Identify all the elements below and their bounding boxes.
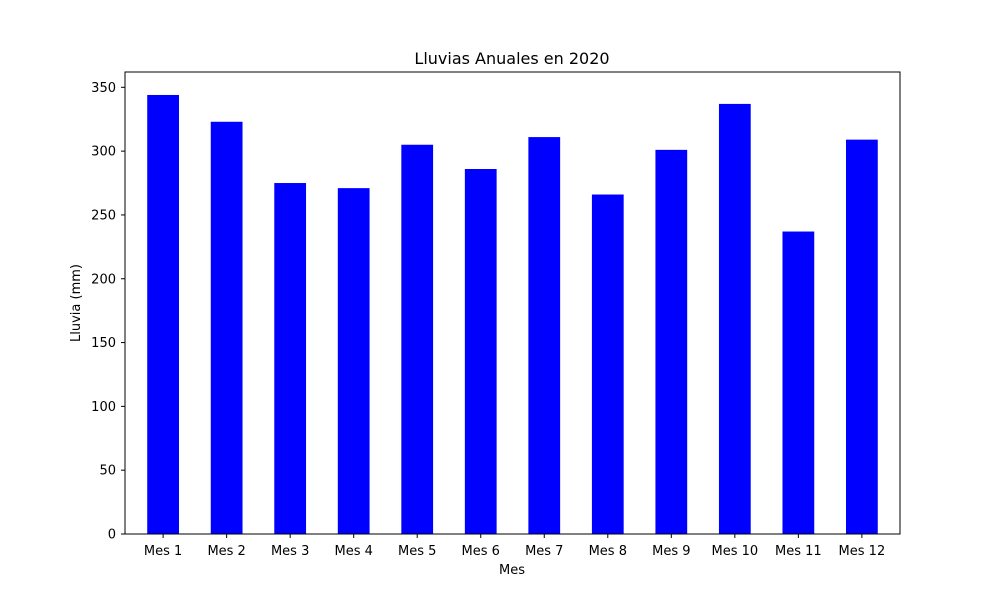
bar-2 xyxy=(210,121,243,534)
x-tick-label: Mes 4 xyxy=(334,544,372,559)
x-axis-ticks: Mes 1 Mes 2 Mes 3 Mes 4 Mes 5 Mes 6 Mes 7 Mes 8… xyxy=(144,534,885,559)
y-tick-label: 200 xyxy=(91,272,116,287)
bar-11 xyxy=(782,231,815,534)
x-tick-label: Mes 2 xyxy=(207,544,245,559)
x-tick-label: Mes 8 xyxy=(589,544,627,559)
bar-4 xyxy=(337,188,370,534)
x-axis-label: Mes xyxy=(499,563,525,578)
x-tick-label: Mes 11 xyxy=(775,544,822,559)
y-tick-label: 350 xyxy=(91,81,116,96)
x-tick-label: Mes 1 xyxy=(144,544,182,559)
bar-12 xyxy=(846,139,878,535)
bar-6 xyxy=(464,168,497,534)
x-tick-label: Mes 6 xyxy=(462,544,500,559)
x-tick-label: Mes 5 xyxy=(398,544,436,559)
bar-1 xyxy=(147,94,179,534)
bars-group xyxy=(147,94,878,535)
x-tick-label: Mes 3 xyxy=(271,544,309,559)
y-tick-label: 0 xyxy=(108,528,116,543)
bar-9 xyxy=(655,149,688,534)
y-axis-label: Lluvia (mm) xyxy=(69,264,84,342)
y-tick-label: 300 xyxy=(91,145,116,160)
bar-7 xyxy=(528,137,561,535)
y-tick-label: 100 xyxy=(91,400,116,415)
bar-8 xyxy=(591,194,624,534)
bar-5 xyxy=(401,144,434,534)
y-tick-label: 150 xyxy=(91,336,116,351)
x-tick-label: Mes 10 xyxy=(712,544,759,559)
y-tick-label: 250 xyxy=(91,208,116,223)
plot-frame xyxy=(124,71,901,535)
chart-title: Lluvias Anuales en 2020 xyxy=(414,49,609,68)
y-tick-label: 50 xyxy=(99,464,116,479)
x-tick-label: Mes 7 xyxy=(525,544,563,559)
x-tick-label: Mes 9 xyxy=(652,544,690,559)
bar-10 xyxy=(718,103,751,535)
bar-3 xyxy=(274,183,307,534)
y-axis-ticks: 0 50 100 150 200 250 300 350 xyxy=(91,81,125,543)
x-tick-label: Mes 12 xyxy=(839,544,886,559)
